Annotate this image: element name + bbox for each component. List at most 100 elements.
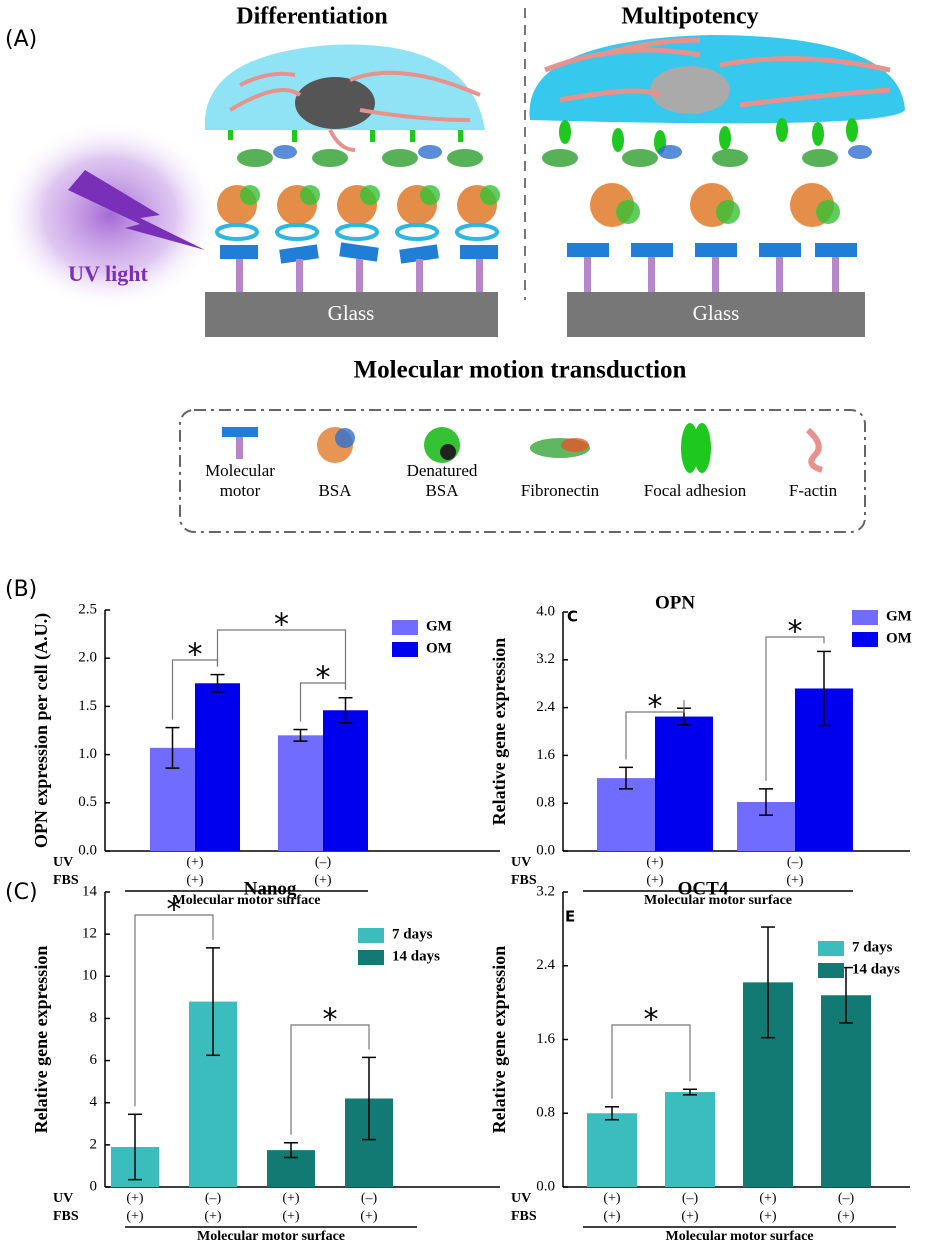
uv-label: UV light — [68, 261, 148, 286]
nucleus — [295, 77, 375, 129]
x-tick-label: (–) — [315, 855, 332, 870]
significance-bracket — [625, 700, 685, 760]
legend-swatch — [818, 963, 844, 978]
x-axis-label: Molecular motor surface — [197, 1229, 345, 1244]
significance-star: * — [323, 1003, 338, 1038]
x-tick-label: (+) — [126, 1191, 144, 1206]
bar — [587, 1113, 637, 1187]
error-bar — [293, 728, 308, 742]
legend-label: Focal adhesion — [644, 481, 747, 500]
y-tick-label: 4 — [90, 1094, 98, 1110]
y-tick-label: 1.5 — [78, 698, 97, 714]
legend-swatch — [358, 928, 384, 943]
x-row-name: UV — [53, 1191, 73, 1206]
icon — [561, 438, 589, 452]
diagram-subtitle: Molecular motion transduction — [354, 357, 687, 384]
y-tick-label: 0 — [90, 1178, 98, 1194]
legend-swatch — [818, 941, 844, 956]
lightning — [68, 170, 205, 250]
y-tick-label: 2.5 — [78, 601, 97, 617]
x-tick-label: (+) — [126, 1209, 144, 1224]
error-bar — [619, 766, 633, 790]
panel-label: (B) — [5, 577, 37, 602]
legend-label: F-actin — [789, 481, 838, 500]
x-tick-label: (+) — [837, 1209, 855, 1224]
x-row-name: FBS — [53, 1209, 79, 1224]
glass-label: Glass — [693, 301, 740, 325]
significance-bracket — [216, 629, 347, 690]
x-tick-label: (+) — [603, 1209, 621, 1224]
icon — [236, 437, 243, 459]
icon — [222, 427, 258, 437]
bar — [323, 710, 368, 851]
bar — [821, 995, 871, 1187]
legend-label: OM — [886, 630, 912, 646]
diagram-title: Multipotency — [621, 4, 758, 30]
error-bar — [605, 1106, 619, 1121]
x-tick-label: (–) — [682, 1191, 699, 1206]
significance-star: * — [644, 1003, 659, 1038]
y-tick-label: 0.5 — [78, 794, 97, 810]
y-axis-label: Relative gene expression — [489, 946, 509, 1134]
legend-label: 7 days — [852, 939, 893, 955]
y-axis-label: Relative gene expression — [31, 946, 51, 1134]
error-bar — [362, 1056, 376, 1141]
glass-label: Glass — [328, 301, 375, 325]
x-row-name: UV — [511, 1191, 531, 1206]
error-bar — [206, 947, 220, 1057]
significance-star: * — [788, 615, 803, 650]
x-axis-label: Molecular motor surface — [666, 1229, 814, 1244]
bar — [665, 1092, 715, 1187]
legend-swatch — [852, 610, 878, 625]
significance-bracket — [765, 636, 825, 781]
glass — [205, 292, 498, 337]
significance-bracket — [290, 1024, 370, 1135]
molecular-motors — [220, 242, 857, 292]
y-tick-label: 2.0 — [78, 650, 97, 666]
legend-box — [179, 409, 866, 533]
y-tick-label: 1.6 — [536, 1031, 555, 1047]
y-tick-label: 10 — [82, 968, 97, 984]
icon — [335, 428, 355, 448]
x-tick-label: (+) — [186, 873, 204, 888]
x-tick-label: (–) — [361, 1191, 378, 1206]
x-row-name: FBS — [53, 873, 79, 888]
x-tick-label: (+) — [759, 1209, 777, 1224]
y-tick-label: 1.6 — [536, 747, 555, 763]
x-tick-label: (+) — [186, 855, 204, 870]
legend-label: Denatured BSA — [407, 461, 478, 500]
error-bar — [759, 788, 773, 816]
chart-title: OPN — [655, 592, 695, 613]
focal-adhesions — [228, 130, 463, 142]
x-tick-label: (+) — [282, 1191, 300, 1206]
error-bar — [761, 926, 775, 1039]
legend-swatch — [358, 950, 384, 965]
diagram-title: Differentiation — [236, 4, 388, 30]
x-tick-label: (+) — [646, 855, 664, 870]
significance-bracket — [611, 1024, 691, 1099]
y-tick-label: 3.2 — [536, 883, 555, 899]
icon — [440, 444, 456, 460]
significance-star: * — [188, 638, 203, 673]
x-row-name: UV — [53, 855, 73, 870]
legend-swatch — [852, 632, 878, 647]
y-tick-label: 4.0 — [536, 603, 555, 619]
significance-bracket — [134, 914, 214, 1107]
bar — [195, 683, 240, 851]
legend-label: GM — [886, 608, 912, 624]
x-row-name: FBS — [511, 873, 537, 888]
error-bar — [338, 696, 353, 724]
icon — [805, 427, 823, 473]
legend-label: OM — [426, 640, 452, 656]
x-tick-label: (–) — [787, 855, 804, 870]
x-tick-label: (+) — [204, 1209, 222, 1224]
significance-star: * — [274, 608, 289, 643]
y-tick-label: 2 — [90, 1136, 98, 1152]
y-tick-label: 8 — [90, 1010, 98, 1026]
y-tick-label: 14 — [82, 883, 98, 899]
uv-glow — [0, 120, 220, 310]
bar — [278, 735, 323, 851]
y-tick-label: 0.0 — [536, 842, 555, 858]
significance-star: * — [648, 690, 663, 725]
